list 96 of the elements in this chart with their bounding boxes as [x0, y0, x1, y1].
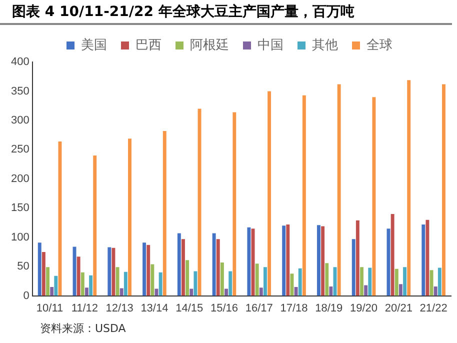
chart-title: 图表 4 10/11-21/22 年全球大豆主产国产量，百万吨: [0, 0, 452, 25]
bar: [298, 268, 302, 296]
bar: [403, 267, 407, 296]
bar: [146, 244, 150, 296]
bar: [128, 138, 132, 296]
bar: [329, 286, 333, 296]
y-tick-label: 100: [10, 231, 30, 244]
bar: [259, 288, 263, 296]
bar: [224, 288, 228, 296]
legend-label: 巴西: [136, 38, 162, 53]
bar: [407, 80, 411, 296]
bar: [247, 227, 251, 296]
bar: [282, 226, 286, 296]
bar: [38, 242, 42, 296]
legend-label: 其他: [312, 38, 338, 53]
x-tick-label: 16/17: [245, 302, 273, 314]
x-tick-label: 17/18: [280, 302, 308, 314]
x-tick-label: 21/22: [420, 302, 448, 314]
x-tick-label: 15/16: [210, 302, 238, 314]
bar: [372, 97, 376, 296]
bar: [182, 239, 185, 296]
y-tick-label: 400: [10, 56, 30, 68]
bar: [76, 256, 80, 296]
bar: [286, 224, 290, 296]
y-tick-label: 350: [10, 85, 30, 98]
bar: [360, 267, 364, 296]
bar: [120, 288, 124, 296]
bar: [268, 91, 272, 296]
bar: [352, 239, 356, 296]
y-tick-label: 200: [10, 172, 30, 185]
bar: [302, 95, 306, 296]
legend-label: 美国: [81, 36, 107, 53]
bar: [216, 239, 220, 296]
bar: [108, 247, 112, 296]
bar: [325, 263, 329, 296]
bar: [438, 268, 442, 296]
x-tick-label: 10/11: [36, 302, 64, 314]
x-tick-label: 11/12: [71, 302, 98, 314]
legend-label: 中国: [258, 38, 284, 53]
bar: [394, 268, 398, 296]
bar: [364, 285, 368, 296]
legend-label: 全球: [366, 38, 392, 53]
bar: [50, 287, 54, 296]
bar: [93, 156, 97, 296]
bar: [124, 272, 128, 296]
bar: [442, 84, 446, 296]
bar: [84, 288, 88, 296]
y-tick-label: 150: [10, 202, 30, 214]
bar: [255, 264, 259, 296]
bar: [290, 274, 294, 296]
bar: [177, 233, 181, 296]
x-tick-label: 13/14: [140, 302, 168, 314]
bar: [58, 141, 62, 296]
bar: [316, 225, 320, 296]
text: 资料来源：USDA: [39, 321, 127, 336]
bar: [220, 262, 224, 296]
bar: [80, 272, 84, 296]
bar: [186, 260, 190, 296]
bar: [390, 214, 394, 296]
bar: [321, 226, 325, 296]
x-tick-label: 14/15: [176, 302, 204, 314]
bar: [368, 268, 372, 296]
bar: [198, 108, 202, 296]
bar: [263, 267, 267, 296]
bar: [356, 220, 360, 296]
bar: [430, 270, 434, 296]
x-tick-label: 19/20: [350, 302, 378, 314]
bar: [194, 271, 198, 296]
bar: [426, 220, 430, 296]
bar: [162, 130, 166, 296]
bar: [337, 84, 341, 296]
bar: [116, 267, 120, 296]
bar: [54, 276, 58, 296]
bar: [150, 264, 154, 296]
bar: [42, 252, 46, 296]
bar: [294, 287, 298, 296]
bar: [112, 248, 116, 296]
bar: [228, 271, 232, 296]
x-tick-label: 20/21: [384, 302, 412, 314]
bar: [422, 224, 426, 296]
bar: [434, 286, 438, 296]
bar: [398, 284, 402, 296]
bar: [158, 272, 162, 296]
bar: [142, 242, 146, 296]
x-tick-label: 12/13: [106, 302, 134, 314]
bar: [46, 267, 50, 296]
bar: [190, 288, 194, 296]
legend-label: 阿根廷: [190, 38, 229, 53]
bar: [232, 112, 236, 296]
y-tick-label: 300: [10, 114, 30, 126]
x-tick-label: 18/19: [315, 302, 343, 314]
y-tick-label: 50: [17, 260, 30, 273]
bar: [89, 275, 93, 296]
bar: [212, 233, 216, 296]
y-tick-label: 0: [23, 290, 30, 302]
y-tick-label: 250: [10, 144, 30, 156]
